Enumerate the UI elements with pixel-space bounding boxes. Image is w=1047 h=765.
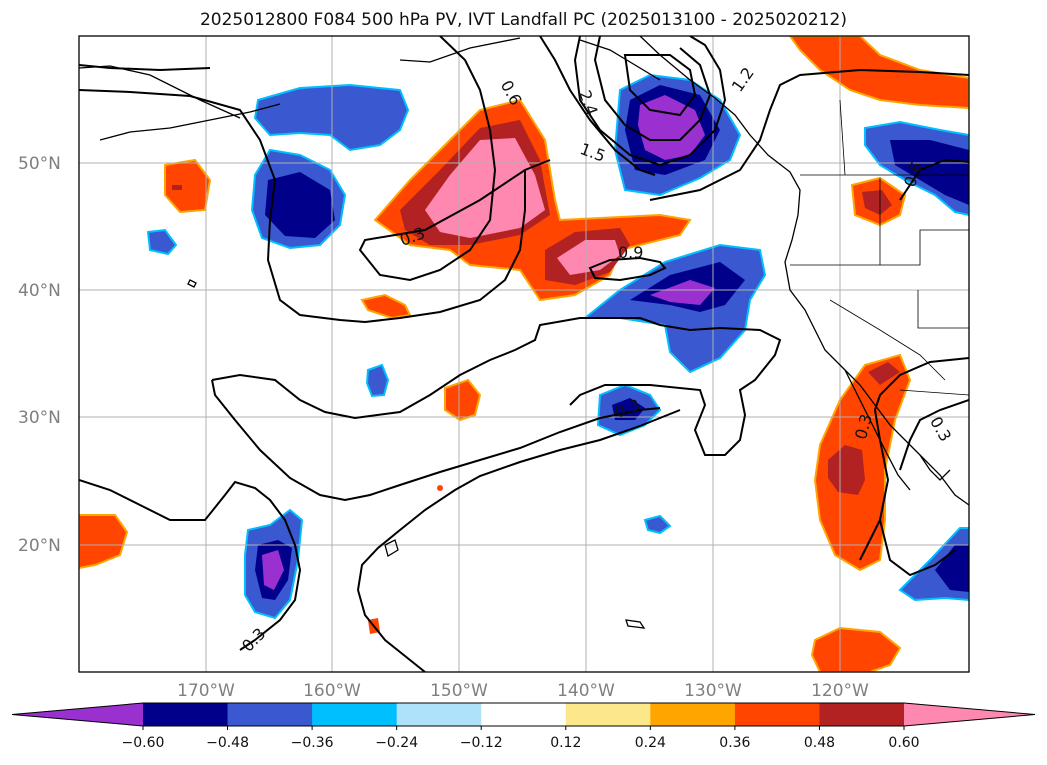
colorbar-tick-label: −0.24	[375, 735, 418, 751]
colorbar-segment	[143, 703, 229, 726]
colorbar-segment	[481, 703, 567, 726]
colorbar-segment	[227, 703, 313, 726]
colorbar-extend-high	[904, 703, 1035, 726]
colorbar-segment	[565, 703, 651, 726]
colorbar-tick-label: 0.12	[550, 735, 581, 751]
graticule	[79, 36, 969, 672]
colorbar-tick-label: 0.48	[804, 735, 835, 751]
colorbar-segment	[734, 703, 820, 726]
colorbar-tick-label: −0.60	[122, 735, 165, 751]
colorbar-segment	[396, 703, 482, 726]
lat-label: 50°N	[18, 154, 61, 174]
lon-label: 140°W	[557, 681, 615, 701]
map-frame	[78, 35, 970, 673]
lon-label: 120°W	[811, 681, 869, 701]
colorbar-tick-label: 0.36	[719, 735, 750, 751]
pv-contours	[79, 36, 969, 672]
colorbar-segment	[312, 703, 398, 726]
lon-label: 150°W	[430, 681, 488, 701]
negative-anomaly-west-core	[265, 172, 335, 238]
lat-label: 20°N	[18, 536, 61, 556]
colorbar-tick-label: −0.36	[291, 735, 334, 751]
colorbar-extend-low	[12, 703, 143, 726]
colorbar-segment	[819, 703, 905, 726]
colorbar-tick-label: 0.60	[888, 735, 919, 751]
colorbar-tick-label: −0.48	[206, 735, 249, 751]
lon-label: 160°W	[303, 681, 361, 701]
negative-anomaly-aleutian-core	[290, 100, 360, 135]
lon-label: 130°W	[684, 681, 742, 701]
lat-label: 40°N	[18, 281, 61, 301]
colorbar-tick-label: −0.12	[460, 735, 503, 751]
colorbar-tick-label: 0.24	[635, 735, 666, 751]
lat-label: 30°N	[18, 408, 61, 428]
map-title: 2025012800 F084 500 hPa PV, IVT Landfall…	[199, 10, 847, 30]
lon-label: 170°W	[177, 681, 235, 701]
colorbar: −0.60 −0.48 −0.36 −0.24 −0.12 0.12 0.24 0.36 0.4…	[11, 702, 1036, 751]
colorbar-segment	[650, 703, 736, 726]
contour-label: 0.9	[618, 243, 643, 262]
